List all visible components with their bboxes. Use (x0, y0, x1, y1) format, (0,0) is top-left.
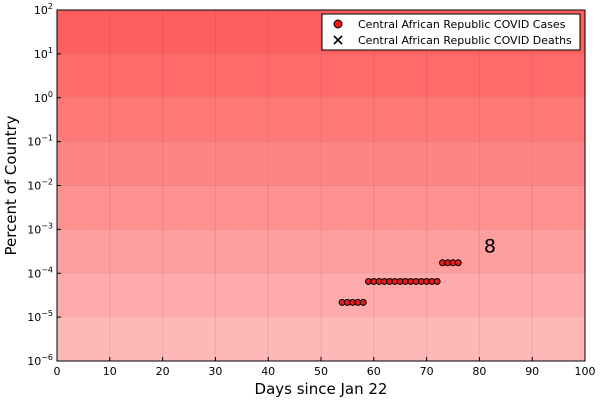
background-band (57, 273, 585, 318)
x-tick-label: 100 (575, 365, 596, 378)
x-tick-label: 30 (208, 365, 222, 378)
x-tick-label: 50 (314, 365, 328, 378)
legend-marker-deaths-stroke (333, 35, 343, 45)
legend-box (321, 13, 581, 51)
legend-entry-label: Central African Republic COVID Cases (358, 18, 566, 31)
x-tick-label: 70 (420, 365, 434, 378)
background-band (57, 317, 585, 361)
y-axis-label: Percent of Country (2, 115, 20, 255)
y-tick-label: 10−3 (27, 221, 53, 236)
x-tick-label: 90 (525, 365, 539, 378)
background-band (57, 141, 585, 186)
x-tick-label: 60 (367, 365, 381, 378)
background-band (57, 53, 585, 98)
y-tick-label: 10−2 (27, 178, 53, 193)
y-tick-label: 10−5 (27, 309, 53, 324)
y-axis: 10−6 10−5 10−4 10−3 10−2 10−1 100 101 102 (27, 2, 61, 368)
legend: Central African Republic COVID Cases Cent… (321, 13, 581, 51)
y-tick-label: 100 (34, 90, 53, 105)
y-tick-label: 101 (34, 46, 53, 61)
x-tick-label: 20 (156, 365, 170, 378)
annotations: 8 (484, 235, 496, 257)
x-axis-label: Days since Jan 22 (255, 380, 388, 398)
x-tick-label: 0 (54, 365, 61, 378)
y-tick-label: 10−6 (27, 353, 53, 368)
legend-marker-deaths (333, 35, 343, 45)
data-point-cases (359, 298, 367, 306)
x-axis: 0 10 20 30 40 50 60 70 80 90 100 (54, 357, 596, 378)
x-tick-label: 80 (472, 365, 486, 378)
background-band (57, 185, 585, 230)
y-tick-label: 10−4 (27, 265, 53, 280)
data-points (338, 259, 462, 306)
x-tick-label: 40 (261, 365, 275, 378)
legend-entry-label: Central African Republic COVID Deaths (358, 34, 572, 47)
data-point-cases (454, 259, 462, 267)
data-point-cases (433, 277, 441, 285)
y-tick-label: 102 (34, 2, 53, 17)
background-band (57, 97, 585, 142)
annotation-label: 8 (484, 235, 496, 257)
y-tick-label: 10−1 (27, 134, 53, 149)
legend-marker-cases (333, 19, 343, 29)
background-band (57, 229, 585, 274)
background-bands (57, 10, 585, 361)
x-tick-label: 10 (103, 365, 117, 378)
